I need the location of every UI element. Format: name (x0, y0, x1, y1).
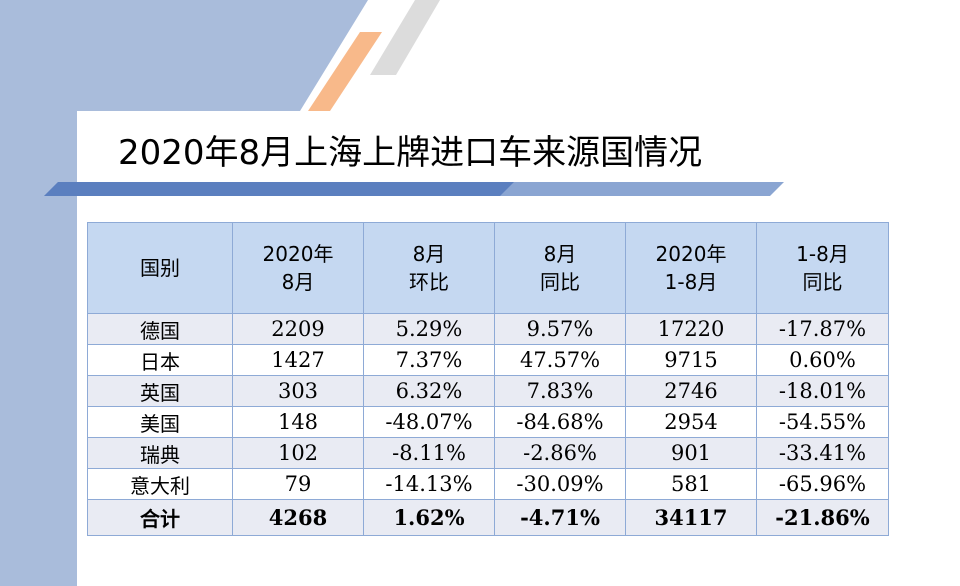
value-cell: 581 (625, 468, 757, 500)
value-cell: 2954 (625, 406, 757, 438)
country-cell: 日本 (87, 344, 233, 376)
value-cell: 2209 (232, 313, 364, 345)
column-header: 2020年 8月 (232, 222, 364, 314)
column-header: 8月环比 (363, 222, 495, 314)
table-row: 瑞典 102 -8.11% -2.86% 901 -33.41% (87, 437, 889, 469)
page-title: 2020年8月上海上牌进口车来源国情况 (118, 133, 703, 173)
column-header-line: 环比 (409, 270, 449, 294)
country-cell: 瑞典 (87, 437, 233, 469)
value-cell: 0.60% (756, 344, 889, 376)
column-header-line: 1-8月 (664, 270, 718, 294)
accent-stripe-orange (308, 32, 382, 111)
column-header-line: 同比 (802, 270, 843, 294)
value-cell: 9.57% (494, 313, 626, 345)
total-row: 合计 4268 1.62% -4.71% 34117 -21.86% (87, 499, 889, 536)
value-cell: 79 (232, 468, 364, 500)
value-cell: 901 (625, 437, 757, 469)
column-header: 1-8月同比 (756, 222, 889, 314)
value-cell: -65.96% (756, 468, 889, 500)
column-header-line: 同比 (540, 270, 580, 294)
value-cell: 148 (232, 406, 364, 438)
table-row: 德国 2209 5.29% 9.57% 17220 -17.87% (87, 313, 889, 345)
value-cell: -30.09% (494, 468, 626, 500)
column-header-line: 国别 (140, 256, 180, 280)
value-cell: -33.41% (756, 437, 889, 469)
value-cell: -14.13% (363, 468, 495, 500)
value-cell: 5.29% (363, 313, 495, 345)
country-cell: 美国 (87, 406, 233, 438)
title-underline (44, 182, 784, 196)
total-value-cell: 34117 (625, 499, 757, 536)
table-header-row: 国别 2020年 8月 8月 环比 8月 同比 2020年 1-8月 1-8月 同比 (87, 222, 889, 314)
column-header-line: 2020年 (262, 242, 334, 266)
column-header-line: 8月 (412, 242, 446, 266)
table-row: 日本 1427 7.37% 47.57% 9715 0.60% (87, 344, 889, 376)
value-cell: 47.57% (494, 344, 626, 376)
value-cell: 1427 (232, 344, 364, 376)
country-cell: 意大利 (87, 468, 233, 500)
table-row: 意大利 79 -14.13% -30.09% 581 -65.96% (87, 468, 889, 500)
total-value-cell: 4268 (232, 499, 364, 536)
column-header-line: 2020年 (655, 242, 727, 266)
total-value-cell: -4.71% (494, 499, 626, 536)
value-cell: -8.11% (363, 437, 495, 469)
value-cell: 7.37% (363, 344, 495, 376)
accent-stripe-gray (370, 0, 440, 75)
column-header-line: 8月 (543, 242, 577, 266)
country-cell: 德国 (87, 313, 233, 345)
table-row: 英国 303 6.32% 7.83% 2746 -18.01% (87, 375, 889, 407)
value-cell: 7.83% (494, 375, 626, 407)
country-cell: 英国 (87, 375, 233, 407)
value-cell: 9715 (625, 344, 757, 376)
column-header-line: 1-8月 (796, 242, 849, 266)
side-panel (0, 0, 368, 586)
value-cell: -48.07% (363, 406, 495, 438)
value-cell: 6.32% (363, 375, 495, 407)
column-header: 国别 (87, 222, 233, 314)
value-cell: -17.87% (756, 313, 889, 345)
total-label-cell: 合计 (87, 499, 233, 536)
value-cell: 2746 (625, 375, 757, 407)
value-cell: -18.01% (756, 375, 889, 407)
table-row: 美国 148 -48.07% -84.68% 2954 -54.55% (87, 406, 889, 438)
value-cell: 102 (232, 437, 364, 469)
value-cell: 17220 (625, 313, 757, 345)
column-header: 8月同比 (494, 222, 626, 314)
value-cell: -2.86% (494, 437, 626, 469)
table-body: 德国 2209 5.29% 9.57% 17220 -17.87% 日本 1427 7.37% 4… (87, 313, 889, 536)
value-cell: 303 (232, 375, 364, 407)
column-header-line: 8月 (281, 270, 315, 294)
import-source-table: 国别 2020年 8月 8月 环比 8月 同比 2020年 1-8月 1-8月 同比 德国 2209 5… (87, 222, 889, 536)
total-value-cell: 1.62% (363, 499, 495, 536)
total-value-cell: -21.86% (756, 499, 889, 536)
column-header: 2020年 1-8月 (625, 222, 757, 314)
value-cell: -84.68% (494, 406, 626, 438)
value-cell: -54.55% (756, 406, 889, 438)
